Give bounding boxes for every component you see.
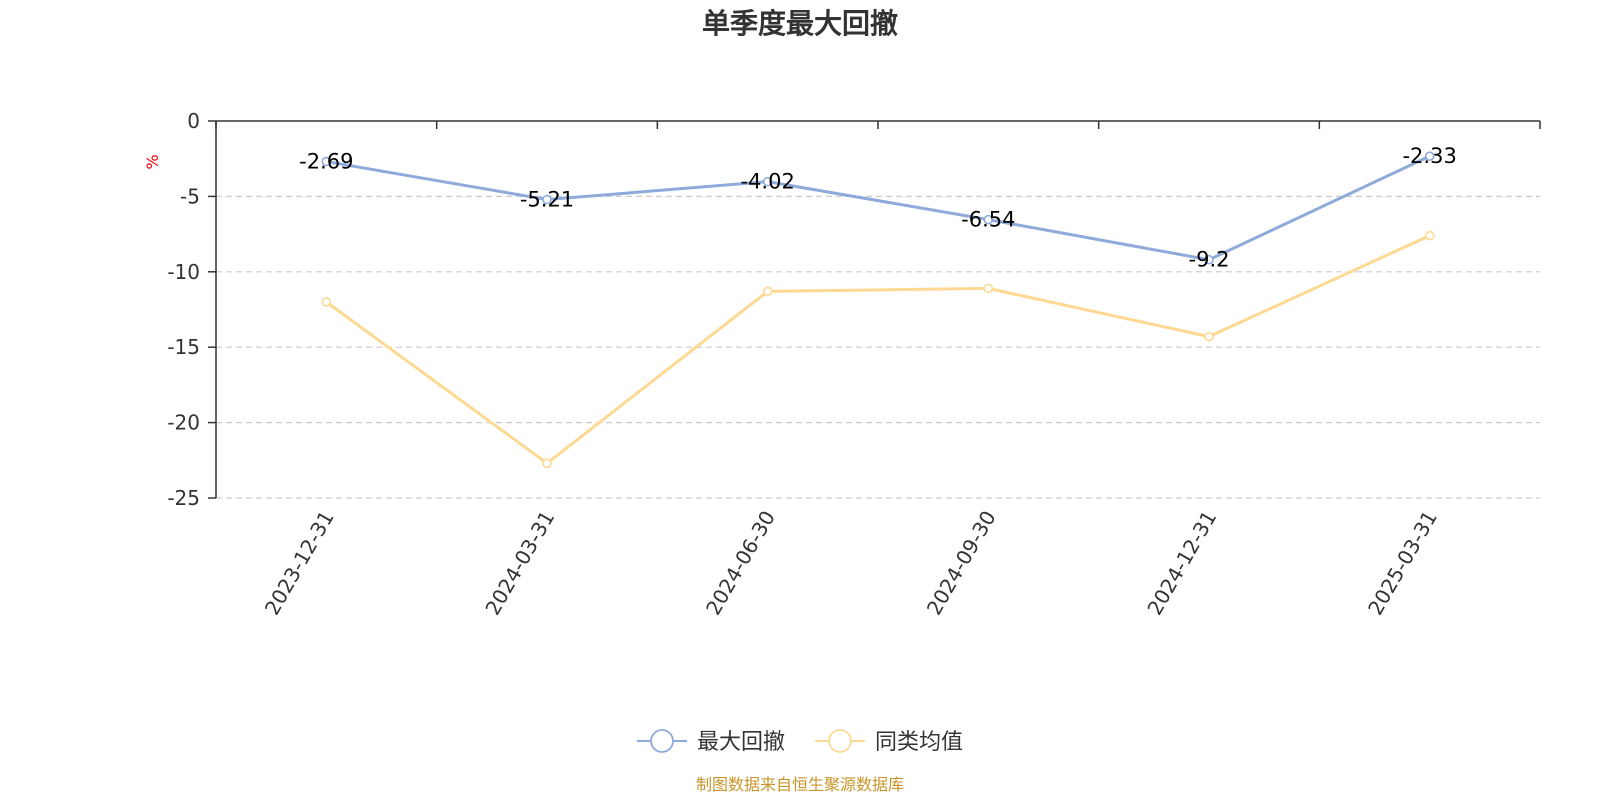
- series-point-1[interactable]: [983, 283, 994, 294]
- data-label: -4.02: [740, 170, 794, 194]
- series-layer: [321, 151, 1435, 469]
- legend[interactable]: 最大回撤 同类均值: [637, 729, 963, 755]
- series-point-0[interactable]: [542, 194, 552, 205]
- series-point-0[interactable]: [321, 156, 332, 167]
- legend-swatch-marker: [828, 729, 852, 753]
- series-point-1[interactable]: [1204, 331, 1214, 342]
- y-tick-label: -10: [167, 260, 200, 284]
- axes: 0 -5 -10 -15 -20 -25 2023-12-31 2024-03-31 2024-…: [167, 109, 1541, 620]
- x-tick-label: 2024-03-31: [480, 507, 559, 620]
- y-tick-label: -20: [167, 411, 200, 435]
- y-tick-label: -25: [167, 486, 200, 510]
- series-point-0[interactable]: [1424, 151, 1435, 161]
- series-point-1[interactable]: [762, 286, 773, 297]
- x-tick-label: 2023-12-31: [260, 507, 339, 620]
- series-point-0[interactable]: [1204, 254, 1214, 265]
- x-tick-label: 2024-06-30: [701, 507, 780, 620]
- y-axis-unit: %: [143, 154, 162, 169]
- series-point-1[interactable]: [321, 297, 332, 307]
- data-label: -5.21: [520, 188, 574, 212]
- data-label: -2.69: [299, 150, 353, 174]
- data-labels: -2.69 -5.21 -4.02 -6.54 -9.2 -2.33: [299, 144, 1457, 272]
- legend-label: 同类均值: [875, 730, 963, 755]
- source-note: 制图数据来自恒生聚源数据库: [696, 775, 904, 794]
- data-label: -9.2: [1189, 248, 1230, 272]
- series-point-1[interactable]: [542, 458, 552, 469]
- legend-label: 最大回撤: [697, 730, 785, 755]
- series-point-0[interactable]: [762, 176, 773, 187]
- x-tick-label: 2024-12-31: [1142, 507, 1221, 620]
- y-tick-label: -5: [180, 184, 200, 208]
- y-tick-label: 0: [187, 109, 200, 133]
- y-tick-label: -15: [167, 335, 200, 359]
- series-point-1[interactable]: [1424, 230, 1435, 241]
- series-point-0[interactable]: [983, 214, 994, 225]
- x-tick-label: 2024-09-30: [922, 507, 1001, 620]
- data-label: -6.54: [961, 208, 1015, 232]
- data-label: -2.33: [1402, 144, 1456, 168]
- series-line-1: [325, 234, 1431, 465]
- legend-item-1[interactable]: 同类均值: [815, 729, 963, 755]
- series-line-0: [326, 154, 1431, 262]
- legend-item-0[interactable]: 最大回撤: [637, 729, 785, 755]
- legend-swatch-marker: [650, 729, 674, 753]
- grid-lines: [216, 195, 1540, 499]
- chart-title: 单季度最大回撤: [702, 7, 898, 40]
- x-tick-label: 2025-03-31: [1363, 507, 1442, 620]
